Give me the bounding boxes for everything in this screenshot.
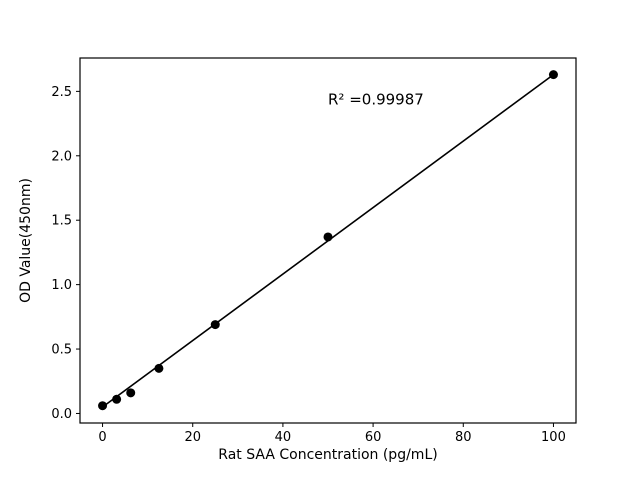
data-point xyxy=(323,232,333,242)
y-tick-label: 0.5 xyxy=(51,343,72,358)
r-squared-annotation: R² =0.99987 xyxy=(328,90,424,108)
y-tick-label: 1.5 xyxy=(51,214,72,229)
y-tick-label: 1.0 xyxy=(51,278,72,293)
x-tick-label: 100 xyxy=(541,430,566,445)
data-point xyxy=(210,320,220,330)
x-tick-label: 60 xyxy=(365,430,382,445)
x-tick-label: 0 xyxy=(98,430,106,445)
data-point xyxy=(112,394,122,404)
x-tick-label: 20 xyxy=(184,430,201,445)
x-axis-label: Rat SAA Concentration (pg/mL) xyxy=(218,447,437,463)
data-point xyxy=(126,388,136,398)
y-tick-label: 0.0 xyxy=(51,407,72,422)
data-point xyxy=(98,401,108,411)
y-tick-label: 2.5 xyxy=(51,85,72,100)
x-tick-label: 40 xyxy=(275,430,292,445)
x-tick-label: 80 xyxy=(455,430,472,445)
plot-border xyxy=(79,57,577,424)
y-tick-label: 2.0 xyxy=(51,149,72,164)
data-point xyxy=(154,363,164,373)
y-axis-label: OD Value(450nm) xyxy=(18,178,34,303)
data-point xyxy=(548,70,558,80)
